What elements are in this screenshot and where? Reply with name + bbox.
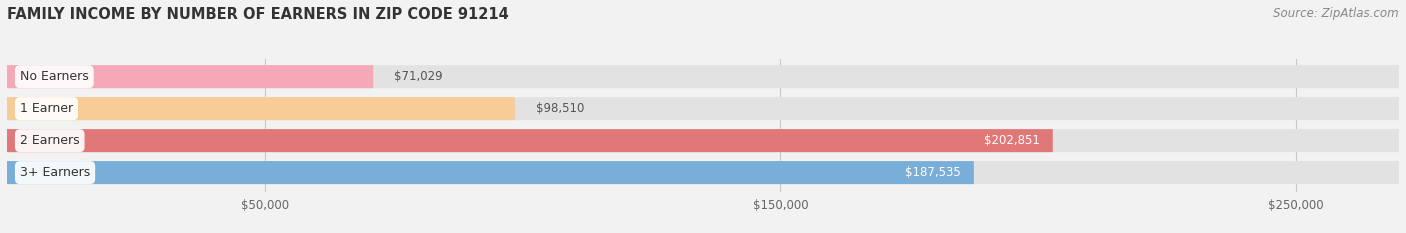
Text: $71,029: $71,029 xyxy=(394,70,443,83)
FancyBboxPatch shape xyxy=(7,65,373,88)
FancyBboxPatch shape xyxy=(7,161,1399,184)
FancyBboxPatch shape xyxy=(7,65,1399,88)
Text: 3+ Earners: 3+ Earners xyxy=(20,166,90,179)
FancyBboxPatch shape xyxy=(7,129,1399,152)
Text: 1 Earner: 1 Earner xyxy=(20,102,73,115)
Text: $202,851: $202,851 xyxy=(984,134,1040,147)
Text: No Earners: No Earners xyxy=(20,70,89,83)
FancyBboxPatch shape xyxy=(7,97,515,120)
Text: $187,535: $187,535 xyxy=(905,166,960,179)
FancyBboxPatch shape xyxy=(7,161,974,184)
Text: 2 Earners: 2 Earners xyxy=(20,134,80,147)
Text: $98,510: $98,510 xyxy=(536,102,583,115)
Text: FAMILY INCOME BY NUMBER OF EARNERS IN ZIP CODE 91214: FAMILY INCOME BY NUMBER OF EARNERS IN ZI… xyxy=(7,7,509,22)
FancyBboxPatch shape xyxy=(7,97,1399,120)
FancyBboxPatch shape xyxy=(7,129,1053,152)
Text: Source: ZipAtlas.com: Source: ZipAtlas.com xyxy=(1274,7,1399,20)
